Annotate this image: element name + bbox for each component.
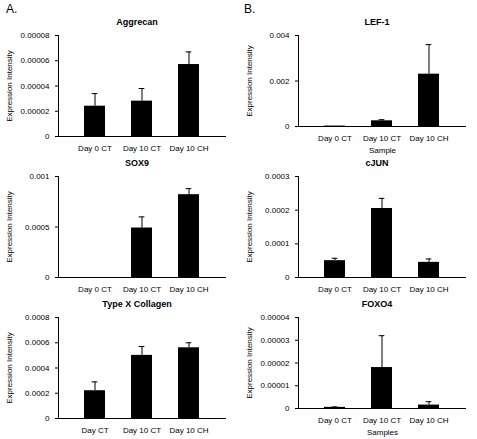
svg-text:0.0001: 0.0001 xyxy=(265,239,290,248)
svg-text:0.00004: 0.00004 xyxy=(21,82,50,91)
svg-text:0.0004: 0.0004 xyxy=(25,364,50,373)
svg-text:Expression Intensity: Expression Intensity xyxy=(245,327,254,399)
svg-text:0.0006: 0.0006 xyxy=(25,338,50,347)
svg-text:0.0008: 0.0008 xyxy=(25,313,50,322)
svg-text:Day 0 CT: Day 0 CT xyxy=(318,134,352,143)
svg-text:Day 0 CT: Day 0 CT xyxy=(318,285,352,294)
html-text:Type X Collagen: Type X Collagen xyxy=(102,299,172,309)
svg-text:Day 10 CH: Day 10 CH xyxy=(409,134,448,143)
html-text:B.: B. xyxy=(244,2,256,16)
svg-text:0.00001: 0.00001 xyxy=(261,381,290,390)
svg-text:0: 0 xyxy=(45,414,50,423)
svg-text:0: 0 xyxy=(285,273,290,282)
svg-text:Day 10 CT: Day 10 CT xyxy=(123,285,161,294)
svg-text:Sample: Sample xyxy=(369,146,397,155)
svg-text:0.0002: 0.0002 xyxy=(25,389,50,398)
svg-text:Day 10 CH: Day 10 CH xyxy=(169,285,208,294)
svg-text:Day 10 CT: Day 10 CT xyxy=(363,416,401,425)
svg-text:0.00002: 0.00002 xyxy=(21,107,50,116)
svg-text:0.00008: 0.00008 xyxy=(21,31,50,40)
svg-text:0: 0 xyxy=(285,122,290,131)
svg-text:0: 0 xyxy=(285,404,290,413)
svg-text:Expression Intensity: Expression Intensity xyxy=(5,50,14,122)
svg-text:0.0005: 0.0005 xyxy=(25,223,50,232)
svg-text:Expression Intensity: Expression Intensity xyxy=(245,191,254,263)
svg-text:0.0002: 0.0002 xyxy=(265,206,290,215)
html-text:SOX9: SOX9 xyxy=(125,158,149,168)
svg-text:0.001: 0.001 xyxy=(29,172,50,181)
svg-text:0.004: 0.004 xyxy=(269,31,290,40)
svg-text:0.0003: 0.0003 xyxy=(265,172,290,181)
html-text:A.: A. xyxy=(6,2,18,16)
svg-text:Day 10 CT: Day 10 CT xyxy=(123,426,161,435)
svg-text:Expression Intensity: Expression Intensity xyxy=(245,45,254,117)
svg-text:Day 10 CH: Day 10 CH xyxy=(409,285,448,294)
svg-text:0.00004: 0.00004 xyxy=(261,313,290,322)
html-text:cJUN: cJUN xyxy=(365,158,389,168)
svg-text:Day 0 CT: Day 0 CT xyxy=(318,416,352,425)
svg-text:Day 10 CH: Day 10 CH xyxy=(169,144,208,153)
svg-text:0: 0 xyxy=(45,273,50,282)
svg-text:Day 0 CT: Day 0 CT xyxy=(78,144,112,153)
svg-text:Day 10 CT: Day 10 CT xyxy=(363,134,401,143)
html-text:LEF-1: LEF-1 xyxy=(364,17,390,27)
svg-text:Day 10 CT: Day 10 CT xyxy=(363,285,401,294)
svg-text:0.00002: 0.00002 xyxy=(261,359,290,368)
svg-text:Samples: Samples xyxy=(367,428,398,437)
html-text:Aggrecan: Aggrecan xyxy=(116,17,158,27)
svg-text:Expression Intensity: Expression Intensity xyxy=(5,332,14,404)
svg-text:Day 10 CT: Day 10 CT xyxy=(123,144,161,153)
svg-text:Day 10 CH: Day 10 CH xyxy=(169,426,208,435)
svg-text:Day 0 CT: Day 0 CT xyxy=(78,285,112,294)
svg-text:0.00003: 0.00003 xyxy=(261,336,290,345)
svg-text:Day CT: Day CT xyxy=(81,426,108,435)
svg-text:Expression Intensity: Expression Intensity xyxy=(5,191,14,263)
svg-text:Day 10 CH: Day 10 CH xyxy=(409,416,448,425)
svg-text:0.00006: 0.00006 xyxy=(21,56,50,65)
svg-text:0.002: 0.002 xyxy=(269,77,290,86)
svg-text:0: 0 xyxy=(45,132,50,141)
html-text:FOXO4: FOXO4 xyxy=(361,299,393,309)
